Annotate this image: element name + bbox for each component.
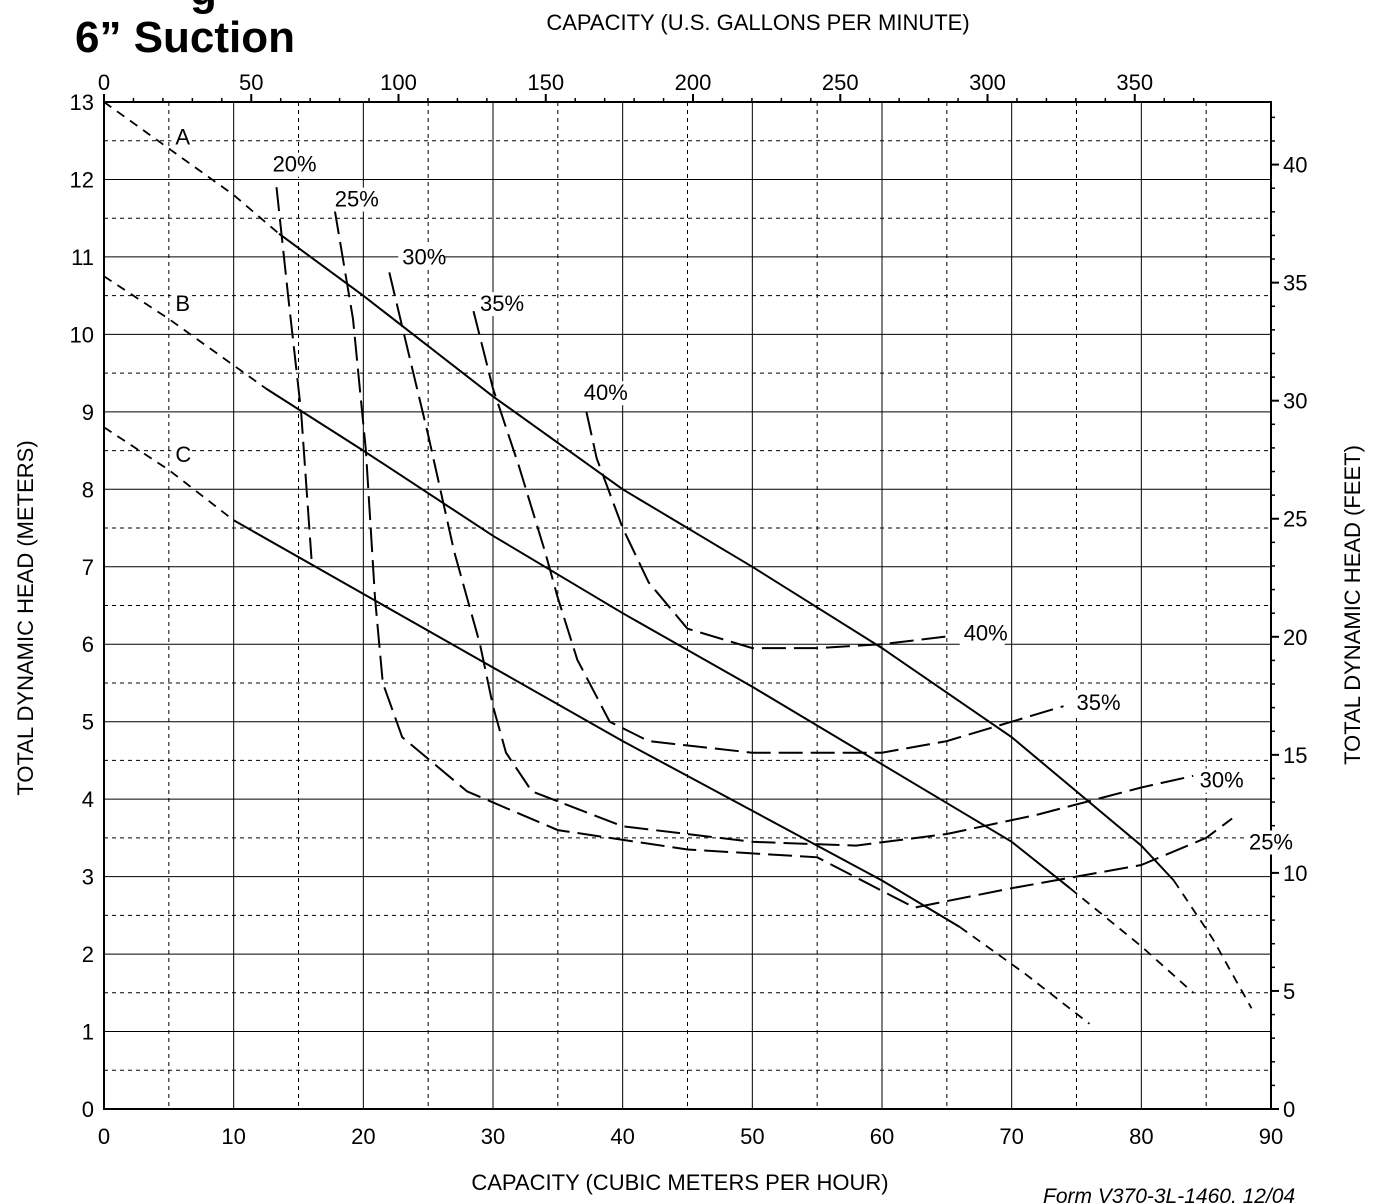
y-tick-label-left: 1	[82, 1020, 94, 1045]
head-curve-a-dashed-left	[103, 101, 280, 235]
efficiency-curve-30	[388, 272, 1194, 847]
x-tick-label-bottom: 20	[351, 1124, 375, 1149]
y-tick-label-left: 9	[82, 400, 94, 425]
y-axis-right-label: TOTAL DYNAMIC HEAD (FEET)	[1340, 445, 1365, 765]
y-tick-label-right: 35	[1283, 271, 1307, 296]
y-tick-label-left: 10	[70, 322, 94, 347]
y-tick-label-left: 3	[82, 865, 94, 890]
y-tick-label-right: 25	[1283, 507, 1307, 532]
y-tick-label-right: 0	[1283, 1097, 1295, 1122]
curve-label-bg	[959, 621, 1005, 646]
x-tick-label-bottom: 70	[999, 1124, 1023, 1149]
efficiency-curve-35	[472, 310, 1064, 754]
x-tick-label-bottom: 10	[221, 1124, 245, 1149]
y-tick-label-left: 4	[82, 787, 94, 812]
curve-label-bg	[398, 245, 444, 270]
y-axis-left-label: TOTAL DYNAMIC HEAD (METERS)	[13, 440, 38, 795]
x-tick-label-bottom: 50	[740, 1124, 764, 1149]
curve-label-bg	[171, 292, 191, 317]
curve-label: 25%	[335, 187, 379, 212]
plot-frame	[103, 101, 1272, 1110]
curve-label: 40%	[964, 620, 1008, 645]
page-title: 6” Suction	[75, 13, 295, 62]
curve-label: A	[175, 125, 190, 150]
y-tick-label-right: 30	[1283, 389, 1307, 414]
head-curve-b	[265, 387, 1071, 889]
y-tick-label-right: 20	[1283, 625, 1307, 650]
x-tick-label-bottom: 60	[870, 1124, 894, 1149]
title-line1: g	[190, 0, 217, 15]
y-tick-label-right: 5	[1283, 979, 1295, 1004]
x-tick-label-bottom: 30	[481, 1124, 505, 1149]
curve-label-bg	[1244, 830, 1290, 855]
y-tick-label-left: 12	[70, 167, 94, 192]
y-tick-label-left: 5	[82, 710, 94, 735]
curve-label-bg	[1195, 768, 1241, 793]
y-tick-label-right: 10	[1283, 861, 1307, 886]
curve-label-bg	[330, 187, 376, 212]
y-tick-label-left: 13	[70, 90, 94, 115]
x-tick-label-top: 300	[969, 70, 1006, 95]
curves	[103, 101, 1253, 1025]
curve-label: 30%	[1200, 768, 1244, 793]
curve-label-bg	[268, 152, 314, 177]
efficiency-curve-40	[585, 411, 947, 650]
curve-label-bg	[171, 125, 191, 150]
x-tick-label-bottom: 90	[1259, 1124, 1283, 1149]
curve-label: 40%	[584, 380, 628, 405]
x-tick-label-top: 100	[380, 70, 417, 95]
head-curve-a	[278, 232, 1175, 882]
ticks: 0 10 20 30 40 50 60 70 80 900 50 100 150 200 250 300 350…	[70, 70, 1308, 1149]
x-tick-label-top: 350	[1116, 70, 1153, 95]
form-footer: Form V370-3L-1460, 12/04	[1043, 1185, 1295, 1203]
y-tick-label-left: 6	[82, 632, 94, 657]
x-tick-label-bottom: 40	[610, 1124, 634, 1149]
curve-label-bg	[476, 292, 522, 317]
x-tick-label-top: 200	[675, 70, 712, 95]
x-tick-label-bottom: 80	[1129, 1124, 1153, 1149]
curve-label: 35%	[1077, 690, 1121, 715]
efficiency-curve-25	[333, 210, 1233, 909]
y-tick-label-right: 15	[1283, 743, 1307, 768]
x-tick-label-top: 250	[822, 70, 859, 95]
x-axis-bottom-label: CAPACITY (CUBIC METERS PER HOUR)	[471, 1170, 888, 1195]
y-tick-label-left: 2	[82, 942, 94, 967]
x-tick-label-top: 50	[239, 70, 263, 95]
curve-label: B	[175, 291, 190, 316]
head-curve-a-dashed-right	[1173, 880, 1253, 1009]
efficiency-curve-20	[275, 187, 313, 560]
y-tick-label-left: 11	[71, 245, 94, 270]
y-tick-label-right: 40	[1283, 153, 1307, 178]
curve-labels: A B C 20% 25% 30% 35% 40% 40% 35% 30% 25%	[171, 125, 1293, 855]
x-tick-label-top: 150	[527, 70, 564, 95]
head-curve-c	[233, 519, 961, 928]
curve-label-bg	[171, 443, 191, 468]
head-curve-c-dashed-right	[959, 926, 1091, 1025]
y-tick-label-left: 0	[82, 1097, 94, 1122]
curve-label: 20%	[273, 152, 317, 177]
curve-label: 35%	[480, 291, 524, 316]
grid	[104, 102, 1271, 1109]
y-tick-label-left: 8	[82, 477, 94, 502]
y-tick-label-left: 7	[82, 555, 94, 580]
curve-label: C	[175, 442, 191, 467]
curve-label-bg	[579, 381, 625, 406]
x-tick-label-bottom: 0	[98, 1124, 110, 1149]
head-curve-b-dashed-left	[103, 275, 267, 390]
curve-label: 30%	[402, 245, 446, 270]
x-tick-label-top: 0	[98, 70, 110, 95]
curve-label-bg	[1072, 691, 1118, 716]
head-curve-c-dashed-left	[103, 426, 235, 522]
curve-label: 25%	[1249, 830, 1293, 855]
x-axis-top-label: CAPACITY (U.S. GALLONS PER MINUTE)	[546, 10, 969, 35]
head-curve-b-dashed-right	[1069, 887, 1194, 994]
